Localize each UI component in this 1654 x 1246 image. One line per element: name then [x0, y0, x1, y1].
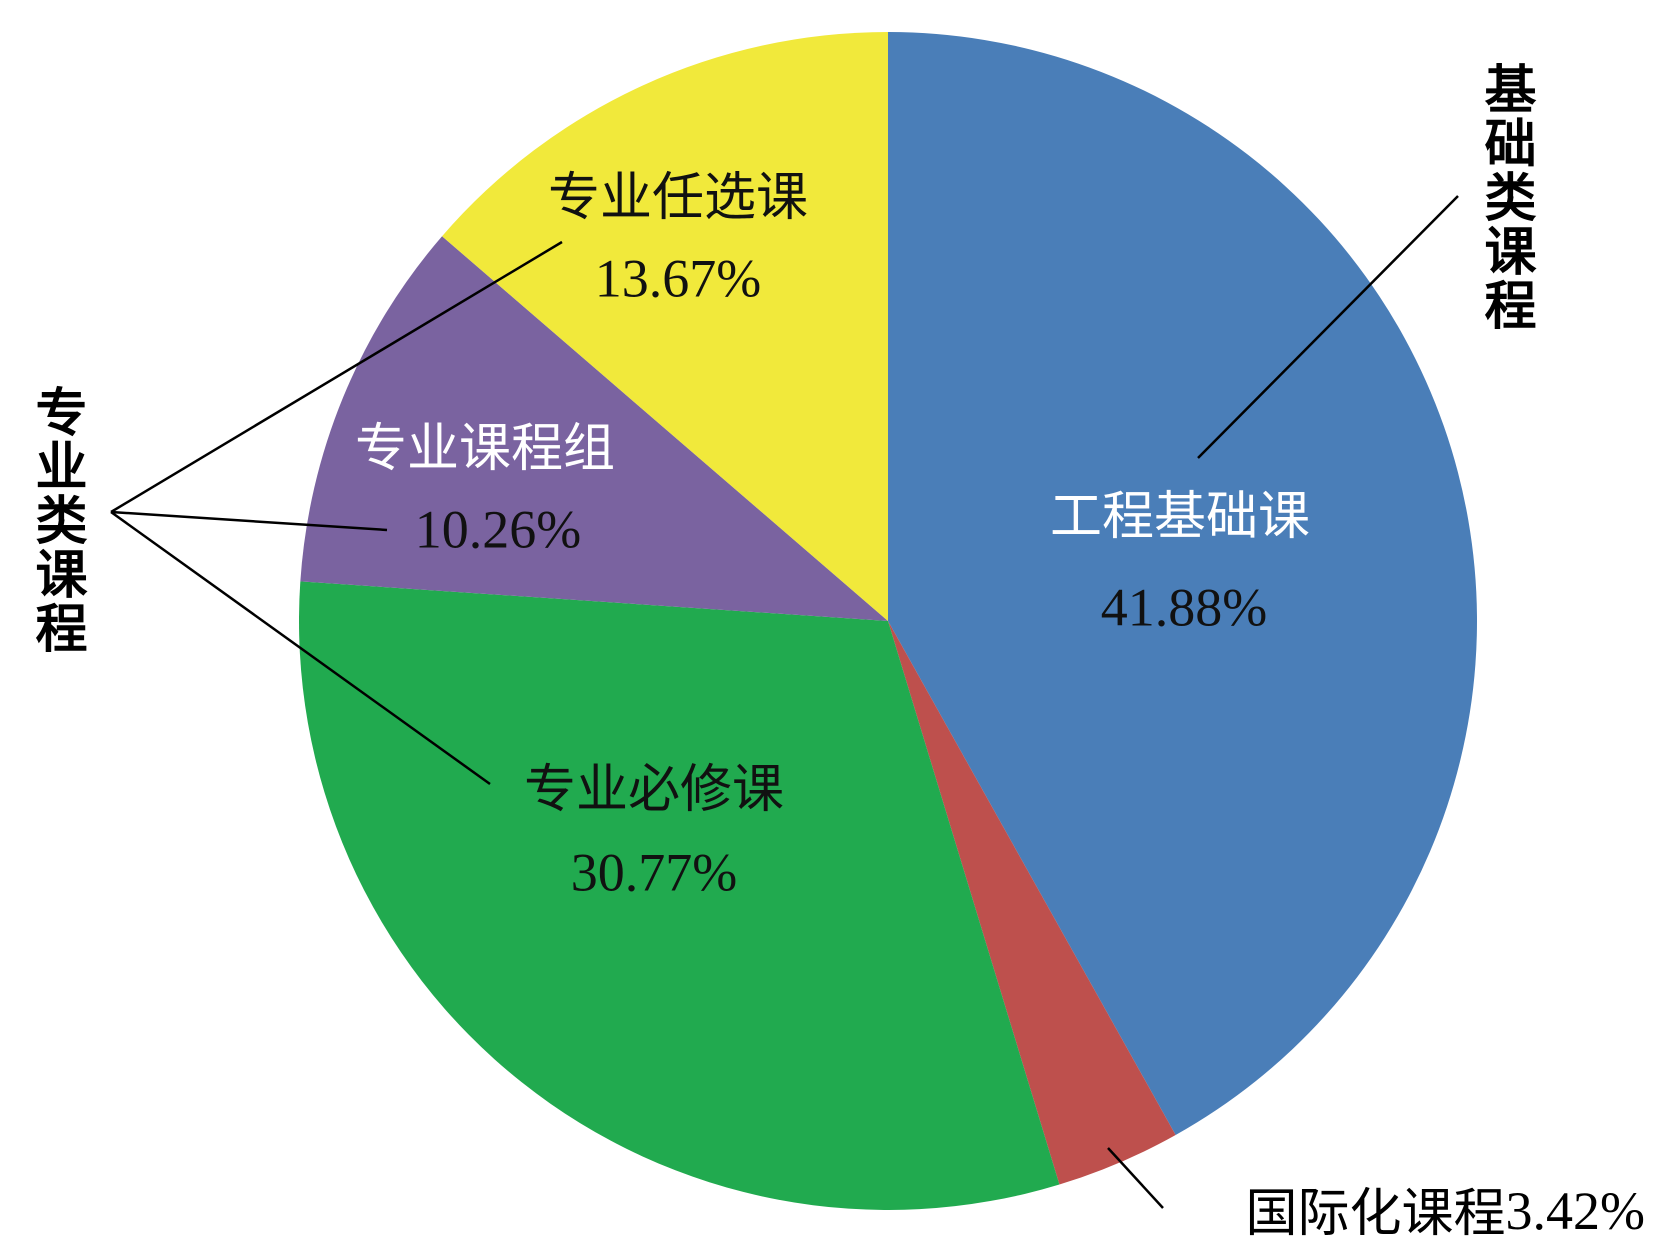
value-label: 10.26%: [415, 499, 581, 559]
category-label: 专业任选课: [548, 168, 808, 228]
leader-line: [110, 240, 563, 514]
slice-label: 国际化课程3.42%: [1246, 1181, 1646, 1244]
leader-line: [110, 510, 388, 532]
pie-slice: [299, 581, 1060, 1210]
leader-line: [1197, 195, 1459, 459]
group-label: 专业类课程: [26, 385, 87, 655]
pie-slice: [442, 32, 888, 621]
leader-line: [110, 510, 491, 786]
value-label: 3.42%: [1506, 1181, 1645, 1241]
pie-slice: [300, 236, 889, 622]
category-label: 专业必修课: [524, 760, 784, 820]
group-label: 基础类课程: [1475, 62, 1536, 332]
value-label: 30.77%: [571, 842, 737, 902]
category-label: 工程基础课: [1050, 487, 1310, 547]
pie: [299, 32, 1478, 1210]
leader-line: [1107, 1147, 1164, 1209]
value-label: 41.88%: [1101, 577, 1267, 637]
pie-slice: [888, 32, 1478, 1135]
category-label: 国际化课程: [1246, 1184, 1506, 1244]
category-label: 专业课程组: [355, 419, 615, 479]
pie-slice: [888, 621, 1176, 1185]
value-label: 13.67%: [595, 248, 761, 308]
